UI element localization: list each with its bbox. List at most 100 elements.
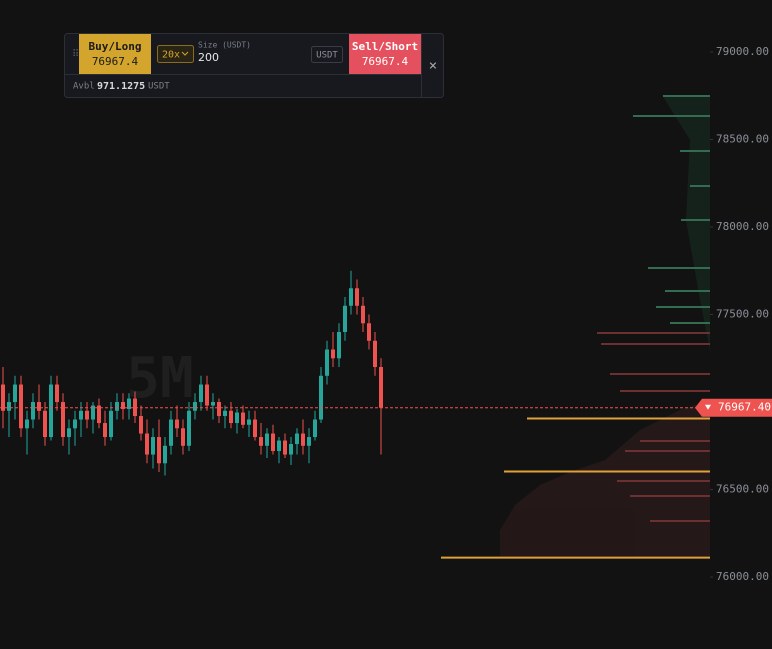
price-tag xyxy=(695,398,772,417)
candle-body xyxy=(265,433,269,446)
candle-body xyxy=(139,416,143,434)
candle-body xyxy=(217,402,221,417)
candle-body xyxy=(319,375,323,420)
size-input[interactable]: 200 xyxy=(198,51,219,64)
bid-depth-area xyxy=(500,400,710,557)
candle-body xyxy=(253,419,257,438)
candle-body xyxy=(25,419,29,429)
candle-body xyxy=(115,402,119,411)
candle-body xyxy=(271,433,275,452)
avbl-label: Avbl xyxy=(73,82,95,92)
candle-body xyxy=(355,288,359,306)
unit-box xyxy=(311,46,343,63)
candle-body xyxy=(343,305,347,333)
y-tick-label: 78500.00 xyxy=(716,132,769,145)
candle-body xyxy=(337,332,341,359)
tag-icon xyxy=(705,404,711,410)
candle-body xyxy=(103,423,107,438)
candle-body xyxy=(367,323,371,341)
candle-body xyxy=(229,410,233,424)
leverage-button[interactable] xyxy=(157,45,194,63)
candle-body xyxy=(301,433,305,446)
candle-body xyxy=(169,419,173,446)
buy-button[interactable] xyxy=(79,34,151,74)
ask-bars xyxy=(633,95,710,324)
candle-body xyxy=(379,367,383,408)
candle-body xyxy=(73,419,77,429)
candle-body xyxy=(121,402,125,410)
candle-body xyxy=(43,410,47,438)
y-tick-label: 76000.00 xyxy=(716,570,769,583)
candle-body xyxy=(307,437,311,446)
candle-body xyxy=(331,349,335,359)
candle-body xyxy=(283,440,287,455)
size-label: Size (USDT) xyxy=(198,41,251,50)
buy-label[interactable]: Buy/Long xyxy=(89,40,142,53)
candle-body xyxy=(295,433,299,445)
sell-label[interactable]: Sell/Short xyxy=(352,40,418,53)
candle-body xyxy=(49,384,53,438)
candle-body xyxy=(373,340,377,368)
y-tick-label: 79000.00 xyxy=(716,45,769,58)
candle-body xyxy=(55,384,59,403)
candle-body xyxy=(85,410,89,420)
avbl-value: 971.1275 xyxy=(97,81,145,92)
candles xyxy=(1,270,383,476)
avbl-unit: USDT xyxy=(148,82,170,92)
candle-body xyxy=(349,288,353,306)
candle-body xyxy=(37,402,41,411)
candle-body xyxy=(19,384,23,429)
candle-body xyxy=(259,437,263,446)
candle-body xyxy=(61,402,65,438)
candle-body xyxy=(157,437,161,464)
candle-body xyxy=(325,349,329,376)
order-panel: ⠿ Buy/Long 76967.4 20x Size (USDT) 200 U… xyxy=(64,33,444,98)
candle-body xyxy=(193,402,197,411)
candle-body xyxy=(181,428,185,446)
candle-body xyxy=(199,384,203,403)
bid-bars xyxy=(597,332,710,522)
size-unit: USDT xyxy=(316,51,338,61)
watermark: 5M xyxy=(126,346,193,411)
candle-body xyxy=(205,384,209,406)
candle-body xyxy=(91,405,95,420)
candle-body xyxy=(187,410,191,446)
order-book-depth xyxy=(500,95,710,557)
candle-body xyxy=(31,402,35,420)
sell-price[interactable]: 76967.4 xyxy=(362,55,409,68)
candle-body xyxy=(67,428,71,438)
candle-body xyxy=(241,412,245,425)
candle-body xyxy=(175,419,179,429)
y-tick-label: 76500.00 xyxy=(716,483,769,496)
candle-body xyxy=(247,419,251,425)
candle-body xyxy=(109,410,113,438)
drag-handle[interactable]: ⠿ xyxy=(72,49,79,60)
sell-button[interactable] xyxy=(349,34,421,74)
candle-body xyxy=(145,433,149,455)
candle-body xyxy=(361,305,365,324)
leverage[interactable]: 20x xyxy=(162,50,180,61)
candle-body xyxy=(13,384,17,403)
candle-body xyxy=(151,437,155,455)
candle-body xyxy=(223,410,227,417)
candle-body xyxy=(211,402,215,406)
chevron xyxy=(181,51,189,56)
candle-body xyxy=(97,405,101,424)
candle-body xyxy=(235,412,239,424)
candle-body xyxy=(7,402,11,411)
candle-body xyxy=(289,444,293,455)
candle-body xyxy=(163,445,167,464)
y-tick-label: 77500.00 xyxy=(716,308,769,321)
candle-body xyxy=(127,398,131,410)
buy-price[interactable]: 76967.4 xyxy=(92,55,139,68)
y-tick-label: 78000.00 xyxy=(716,220,769,233)
ask-depth-area xyxy=(662,95,710,350)
candle-body xyxy=(1,384,5,411)
candle-body xyxy=(313,419,317,438)
close-button[interactable]: × xyxy=(429,58,437,74)
candle-body xyxy=(79,410,83,420)
last-price-label: 76967.40 xyxy=(718,401,771,414)
candle-body xyxy=(277,440,281,452)
